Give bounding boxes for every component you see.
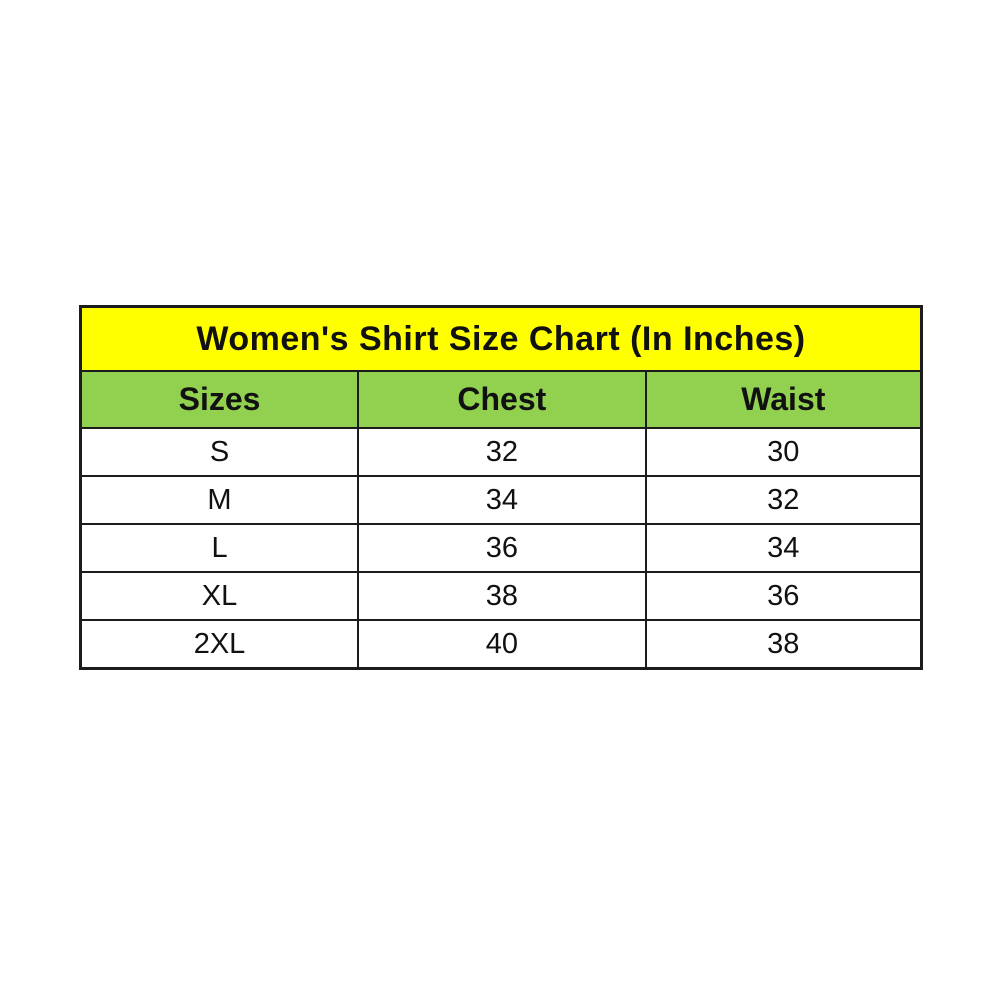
table-row: L 36 34 [79, 523, 923, 573]
table-row: S 32 30 [79, 427, 923, 477]
table-cell: 40 [357, 619, 647, 670]
table-cell: 36 [357, 523, 647, 573]
title-row: Women's Shirt Size Chart (In Inches) [79, 305, 923, 372]
table-cell: 2XL [79, 619, 360, 670]
column-header-sizes: Sizes [79, 370, 360, 429]
table-cell: 34 [644, 523, 923, 573]
table-cell: 32 [357, 427, 647, 477]
header-row: Sizes Chest Waist [79, 370, 923, 429]
table-cell: 38 [644, 619, 923, 670]
table-cell: 34 [357, 475, 647, 525]
table-row: M 34 32 [79, 475, 923, 525]
column-header-chest: Chest [357, 370, 647, 429]
table-cell: 38 [357, 571, 647, 621]
table-cell: 32 [644, 475, 923, 525]
table-cell: XL [79, 571, 360, 621]
size-chart-table: Women's Shirt Size Chart (In Inches) Siz… [79, 305, 923, 670]
table-cell: 36 [644, 571, 923, 621]
table-cell: S [79, 427, 360, 477]
table-body: S 32 30 M 34 32 L 36 34 XL 38 36 2XL 40 38 [79, 427, 923, 670]
table-cell: L [79, 523, 360, 573]
column-header-waist: Waist [644, 370, 923, 429]
table-title: Women's Shirt Size Chart (In Inches) [79, 305, 923, 372]
table-cell: 30 [644, 427, 923, 477]
table-row: 2XL 40 38 [79, 619, 923, 670]
table-cell: M [79, 475, 360, 525]
table-row: XL 38 36 [79, 571, 923, 621]
